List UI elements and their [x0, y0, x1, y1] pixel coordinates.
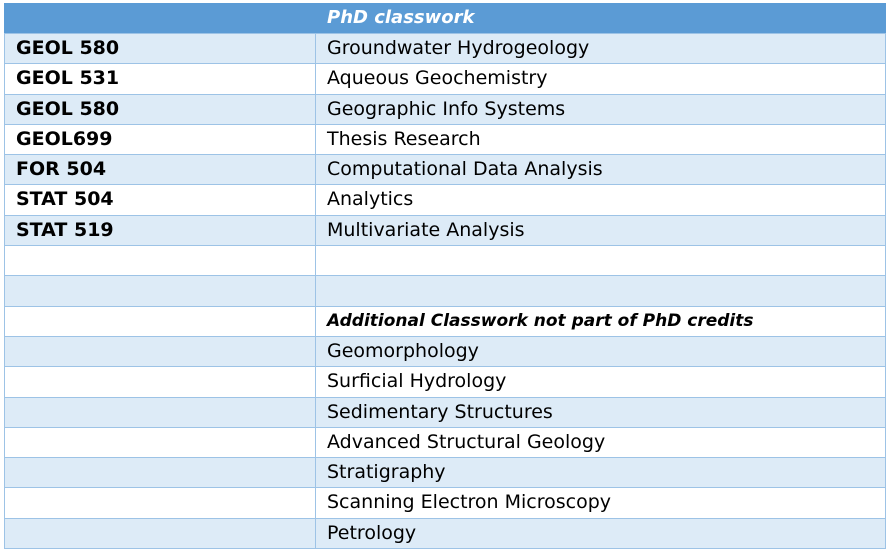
- table-row: GEOL 580 Groundwater Hydrogeology: [4, 34, 886, 65]
- course-code-cell: [4, 458, 316, 488]
- course-title-cell: Groundwater Hydrogeology: [316, 34, 886, 64]
- course-code-cell: [4, 336, 316, 367]
- course-code-cell: [4, 427, 316, 458]
- course-title-cell: Analytics: [316, 185, 886, 215]
- course-code-cell: [4, 306, 316, 336]
- course-title-cell: Computational Data Analysis: [316, 155, 886, 185]
- table-row: GEOL699 Thesis Research: [4, 124, 886, 156]
- table-row: Surficial Hydrology: [4, 367, 886, 398]
- additional-classwork-heading: Additional Classwork not part of PhD cre…: [316, 306, 886, 336]
- course-code-cell: FOR 504: [4, 155, 316, 185]
- course-code-cell: [4, 518, 316, 549]
- course-code-cell: [4, 488, 316, 518]
- course-code-cell: [4, 397, 316, 427]
- table-header-row: PhD classwork: [4, 3, 886, 34]
- course-title-cell: Sedimentary Structures: [316, 397, 886, 427]
- table-body: GEOL 580 Groundwater Hydrogeology GEOL 531…: [4, 34, 886, 550]
- course-title-cell: Multivariate Analysis: [316, 215, 886, 246]
- course-code-cell: GEOL 580: [4, 94, 316, 124]
- course-title-cell: Geomorphology: [316, 336, 886, 367]
- course-title-cell: Geographic Info Systems: [316, 94, 886, 124]
- course-title-cell: Aqueous Geochemistry: [316, 64, 886, 94]
- course-title-cell: Stratigraphy: [316, 458, 886, 488]
- course-code-cell: [4, 367, 316, 397]
- course-code-cell: [4, 246, 316, 276]
- course-title-cell: Scanning Electron Microscopy: [316, 488, 886, 518]
- header-empty-cell: [4, 3, 316, 33]
- course-title-cell: [316, 276, 886, 306]
- table-row: Additional Classwork not part of PhD cre…: [4, 306, 886, 337]
- course-title-cell: Advanced Structural Geology: [316, 427, 886, 458]
- course-code-cell: GEOL 580: [4, 34, 316, 64]
- table-row: Scanning Electron Microscopy: [4, 488, 886, 519]
- course-code-cell: STAT 519: [4, 215, 316, 246]
- table-row: STAT 504 Analytics: [4, 185, 886, 216]
- table-row: Advanced Structural Geology: [4, 427, 886, 459]
- table-row: [4, 276, 886, 307]
- course-title-cell: Thesis Research: [316, 124, 886, 155]
- table-row: GEOL 580 Geographic Info Systems: [4, 94, 886, 125]
- course-code-cell: GEOL 531: [4, 64, 316, 94]
- course-code-cell: STAT 504: [4, 185, 316, 215]
- course-title-cell: Petrology: [316, 518, 886, 549]
- table-row: STAT 519 Multivariate Analysis: [4, 215, 886, 247]
- table-row: Petrology: [4, 518, 886, 550]
- table-row: GEOL 531 Aqueous Geochemistry: [4, 64, 886, 95]
- table-row: Stratigraphy: [4, 458, 886, 489]
- table-row: Sedimentary Structures: [4, 397, 886, 428]
- classwork-table: PhD classwork GEOL 580 Groundwater Hydrog…: [4, 3, 886, 550]
- course-code-cell: [4, 276, 316, 306]
- course-code-cell: GEOL699: [4, 124, 316, 155]
- table-row: [4, 246, 886, 277]
- table-title: PhD classwork: [327, 7, 475, 28]
- table-row: Geomorphology: [4, 336, 886, 368]
- course-title-cell: Surficial Hydrology: [316, 367, 886, 397]
- course-title-cell: [316, 246, 886, 276]
- table-row: FOR 504 Computational Data Analysis: [4, 155, 886, 186]
